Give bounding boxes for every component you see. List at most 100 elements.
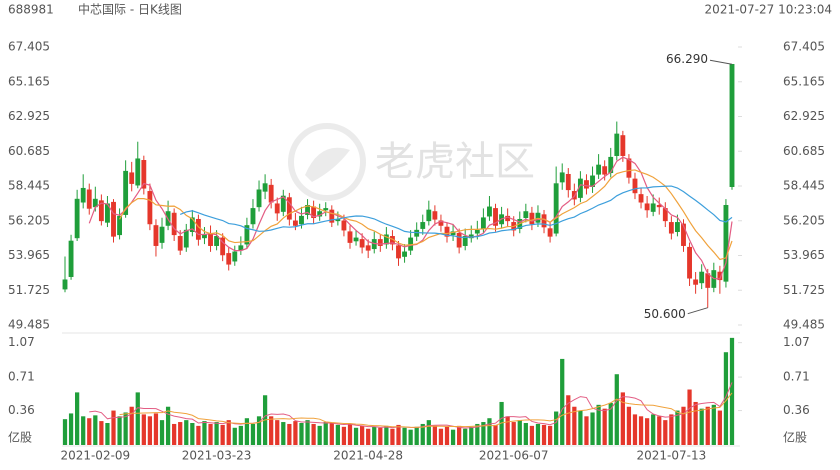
x-tick-label: 2021-02-09 (60, 449, 130, 463)
volume-bar (523, 423, 528, 445)
volume-bar (93, 415, 98, 445)
candle-body (602, 166, 608, 175)
candle-body (559, 172, 565, 183)
candle-body (723, 205, 729, 282)
volume-bar (317, 425, 322, 445)
y-tick-label: 58.445 (783, 179, 825, 193)
volume-bar (505, 416, 510, 445)
candle-body (262, 183, 268, 192)
volume-bar (420, 423, 425, 445)
volume-bar (614, 374, 619, 445)
y-tick-label: 49.485 (783, 318, 825, 332)
candle-body (717, 271, 723, 281)
volume-tick-label: 1.07 (783, 335, 810, 349)
volume-bar (578, 410, 583, 445)
candle-body (365, 245, 371, 251)
volume-bar (287, 423, 292, 445)
annotation-leader (709, 59, 733, 65)
candle-body (129, 172, 135, 184)
candle-body (292, 220, 298, 226)
candle-body (189, 217, 195, 232)
volume-bar (111, 410, 116, 445)
volume-bar (602, 408, 607, 445)
candle-body (644, 203, 650, 211)
volume-bar (535, 423, 541, 445)
volume-bar (620, 392, 625, 445)
volume-bar (141, 414, 146, 445)
candle-body (141, 160, 147, 189)
volume-bar (129, 406, 134, 445)
y-tick-label: 49.485 (8, 318, 50, 332)
volume-bar (450, 429, 456, 445)
volume-bar (469, 426, 474, 445)
candle-body (626, 158, 632, 178)
volume-bar (438, 428, 444, 445)
candle-body (729, 63, 735, 187)
volume-bar (226, 420, 231, 445)
y-tick-label: 53.965 (783, 248, 825, 262)
volume-bar (135, 392, 140, 445)
volume-bar (711, 404, 716, 445)
volume-bar (717, 410, 722, 445)
volume-bar (178, 422, 183, 445)
candle-body (286, 197, 292, 220)
volume-bar (541, 424, 547, 445)
candle-body (250, 208, 256, 225)
volume-unit: 亿股 (8, 430, 32, 445)
volume-tick-label: 0.71 (8, 370, 35, 384)
volume-bar (359, 425, 365, 445)
volume-bar (159, 420, 165, 445)
volume-bar (256, 416, 262, 445)
candle-body (668, 222, 674, 234)
x-tick-label: 2021-04-28 (333, 449, 403, 463)
volume-bar (323, 422, 328, 445)
candle-body (359, 239, 365, 248)
symbol: 688981 (8, 3, 54, 17)
volume-bar (493, 424, 498, 445)
watermark-logo (288, 123, 366, 201)
volume-tick-label: 0.36 (8, 403, 35, 417)
y-tick-label: 67.405 (8, 40, 50, 54)
volume-bar (269, 416, 274, 445)
candle-body (632, 178, 638, 194)
candle-body (232, 251, 238, 262)
candle-body (462, 236, 468, 246)
candle-body (74, 198, 80, 239)
candle-body (329, 209, 335, 223)
volume-bar (238, 425, 243, 445)
candle-body (675, 222, 680, 232)
volume-bar (547, 425, 553, 445)
volume-bar (202, 421, 207, 445)
candle-body (705, 273, 711, 288)
volume-bar (675, 410, 680, 445)
volume-bar (566, 395, 571, 445)
candle-body (147, 191, 153, 225)
candle-body (98, 200, 104, 222)
candle-body (268, 184, 274, 203)
candle-body (638, 194, 644, 203)
candle-body (341, 220, 347, 231)
volume-bar (432, 425, 438, 445)
ma-line (88, 156, 733, 280)
y-tick-label: 51.725 (8, 283, 50, 297)
candle-body (487, 206, 492, 217)
volume-bar (487, 418, 492, 445)
candle-body (541, 214, 547, 228)
candle-body (480, 217, 486, 229)
annotation-leader (687, 307, 708, 315)
candle-body (280, 195, 286, 212)
volume-bar (644, 418, 650, 445)
volume-bar (329, 423, 334, 445)
y-tick-label: 56.205 (783, 213, 825, 227)
volume-bar (669, 414, 674, 445)
candle-body (299, 215, 304, 225)
volume-bar (511, 422, 516, 445)
candle-body (565, 173, 571, 191)
volume-tick-label: 1.07 (8, 335, 35, 349)
volume-bar (384, 425, 389, 445)
volume-bar (693, 401, 698, 445)
volume-bar (729, 337, 735, 445)
x-tick-label: 2021-06-07 (479, 449, 549, 463)
candle-body (438, 220, 444, 226)
